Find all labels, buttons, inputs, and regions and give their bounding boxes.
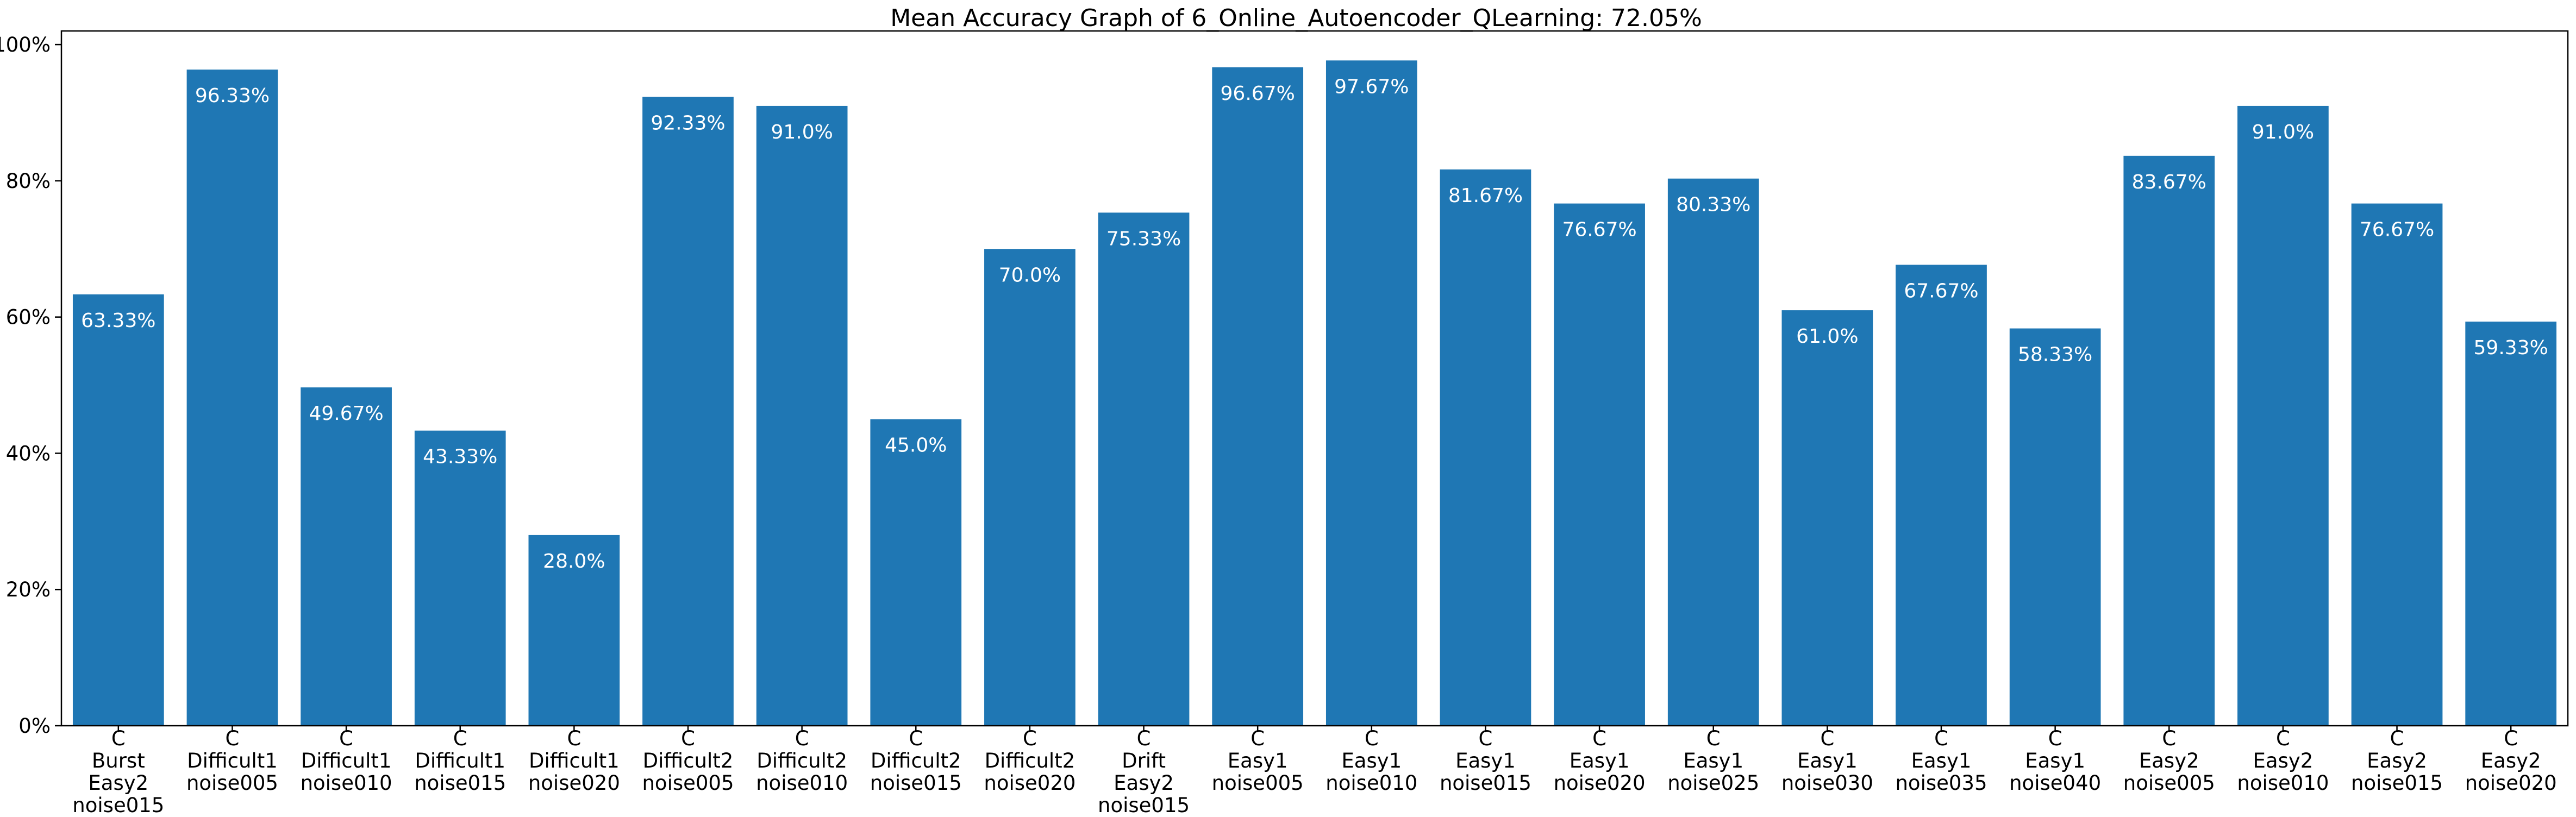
data-label: 96.67% <box>1221 83 1295 105</box>
x-tick-label: C Easy2 noise010 <box>2237 727 2329 795</box>
data-label: 28.0% <box>543 550 605 573</box>
x-tick-label: C Difficult1 noise010 <box>301 727 392 795</box>
data-label: 91.0% <box>771 121 833 143</box>
bar <box>1212 67 1304 726</box>
bar <box>1667 178 1759 726</box>
bar <box>2123 155 2215 726</box>
y-tick-label: 60% <box>6 306 51 329</box>
data-label: 67.67% <box>1904 280 1978 302</box>
bar <box>2351 203 2443 726</box>
bar <box>72 294 164 726</box>
x-tick-label: C Easy1 noise025 <box>1667 727 1759 795</box>
data-label: 45.0% <box>885 435 947 457</box>
x-tick-label: C Difficult2 noise010 <box>756 727 848 795</box>
bar <box>2465 322 2557 726</box>
y-tick-label: 20% <box>6 578 51 601</box>
y-tick-label: 0% <box>18 714 51 738</box>
x-tick-label: C Easy1 noise010 <box>1325 727 1417 795</box>
data-label: 92.33% <box>651 112 725 134</box>
chart-title: Mean Accuracy Graph of 6_Online_Autoenco… <box>890 4 1702 32</box>
data-label: 59.33% <box>2474 337 2548 359</box>
x-tick-label: C Difficult1 noise005 <box>186 727 278 795</box>
x-tick-label: C Difficult2 noise015 <box>870 727 962 795</box>
bar <box>2009 328 2101 726</box>
data-label: 76.67% <box>2360 219 2434 241</box>
y-tick-label: 100% <box>0 33 51 56</box>
bar <box>984 249 1076 726</box>
bar <box>414 430 506 726</box>
data-label: 61.0% <box>1796 325 1858 348</box>
bar <box>642 97 734 726</box>
x-tick-label: C Difficult1 noise015 <box>414 727 506 795</box>
data-label: 75.33% <box>1106 228 1181 250</box>
bar <box>186 70 278 726</box>
bar <box>1440 169 1531 726</box>
x-tick-label: C Burst Easy2 noise015 <box>72 727 164 815</box>
data-label: 76.67% <box>1562 219 1636 241</box>
bar <box>301 387 392 726</box>
x-tick-label: C Easy1 noise040 <box>2009 727 2101 795</box>
y-tick-label: 40% <box>6 442 51 465</box>
y-tick-label: 80% <box>6 169 51 193</box>
bar <box>1781 310 1873 726</box>
data-label: 97.67% <box>1334 76 1409 98</box>
axes-frame <box>60 30 2569 727</box>
x-tick-label: C Easy2 noise020 <box>2465 727 2557 795</box>
data-label: 58.33% <box>2018 344 2092 366</box>
data-label: 80.33% <box>1676 194 1750 216</box>
bar <box>870 419 962 726</box>
x-tick-label: C Easy2 noise005 <box>2123 727 2215 795</box>
bar <box>528 535 620 726</box>
data-label: 49.67% <box>309 403 383 425</box>
x-tick-label: C Easy1 noise030 <box>1781 727 1873 795</box>
x-tick-label: C Drift Easy2 noise015 <box>1098 727 1190 815</box>
bar <box>2237 105 2329 726</box>
x-tick-label: C Difficult2 noise020 <box>984 727 1076 795</box>
data-label: 83.67% <box>2132 171 2206 193</box>
data-label: 63.33% <box>81 310 155 332</box>
bar <box>1896 265 1987 726</box>
bars-layer: 63.33% 96.33% 49.67% 43.33% 28.0% 92.33% 91.0%… <box>72 60 2557 726</box>
data-label: 96.33% <box>195 85 270 107</box>
bar <box>1098 212 1190 726</box>
bar <box>756 105 848 726</box>
x-tick-label: C Easy2 noise015 <box>2351 727 2443 795</box>
y-axis: 0% 20% 40% 60% 80% 100% <box>0 33 61 738</box>
data-label: 81.67% <box>1448 185 1523 207</box>
bar <box>1325 60 1417 726</box>
x-tick-label: C Easy1 noise005 <box>1212 727 1304 795</box>
data-label: 91.0% <box>2252 121 2314 143</box>
x-tick-label: C Easy1 noise015 <box>1440 727 1531 795</box>
bar <box>1554 203 1645 726</box>
data-label: 43.33% <box>423 446 497 468</box>
x-tick-label: C Easy1 noise020 <box>1554 727 1646 795</box>
data-label: 70.0% <box>999 264 1061 286</box>
x-tick-label: C Difficult1 noise020 <box>528 727 620 795</box>
x-tick-label: C Difficult2 noise005 <box>642 727 734 795</box>
x-axis: C Burst Easy2 noise015 C Difficult1 noise005 C D… <box>72 726 2557 817</box>
x-tick-label: C Easy1 noise035 <box>1895 727 1987 795</box>
